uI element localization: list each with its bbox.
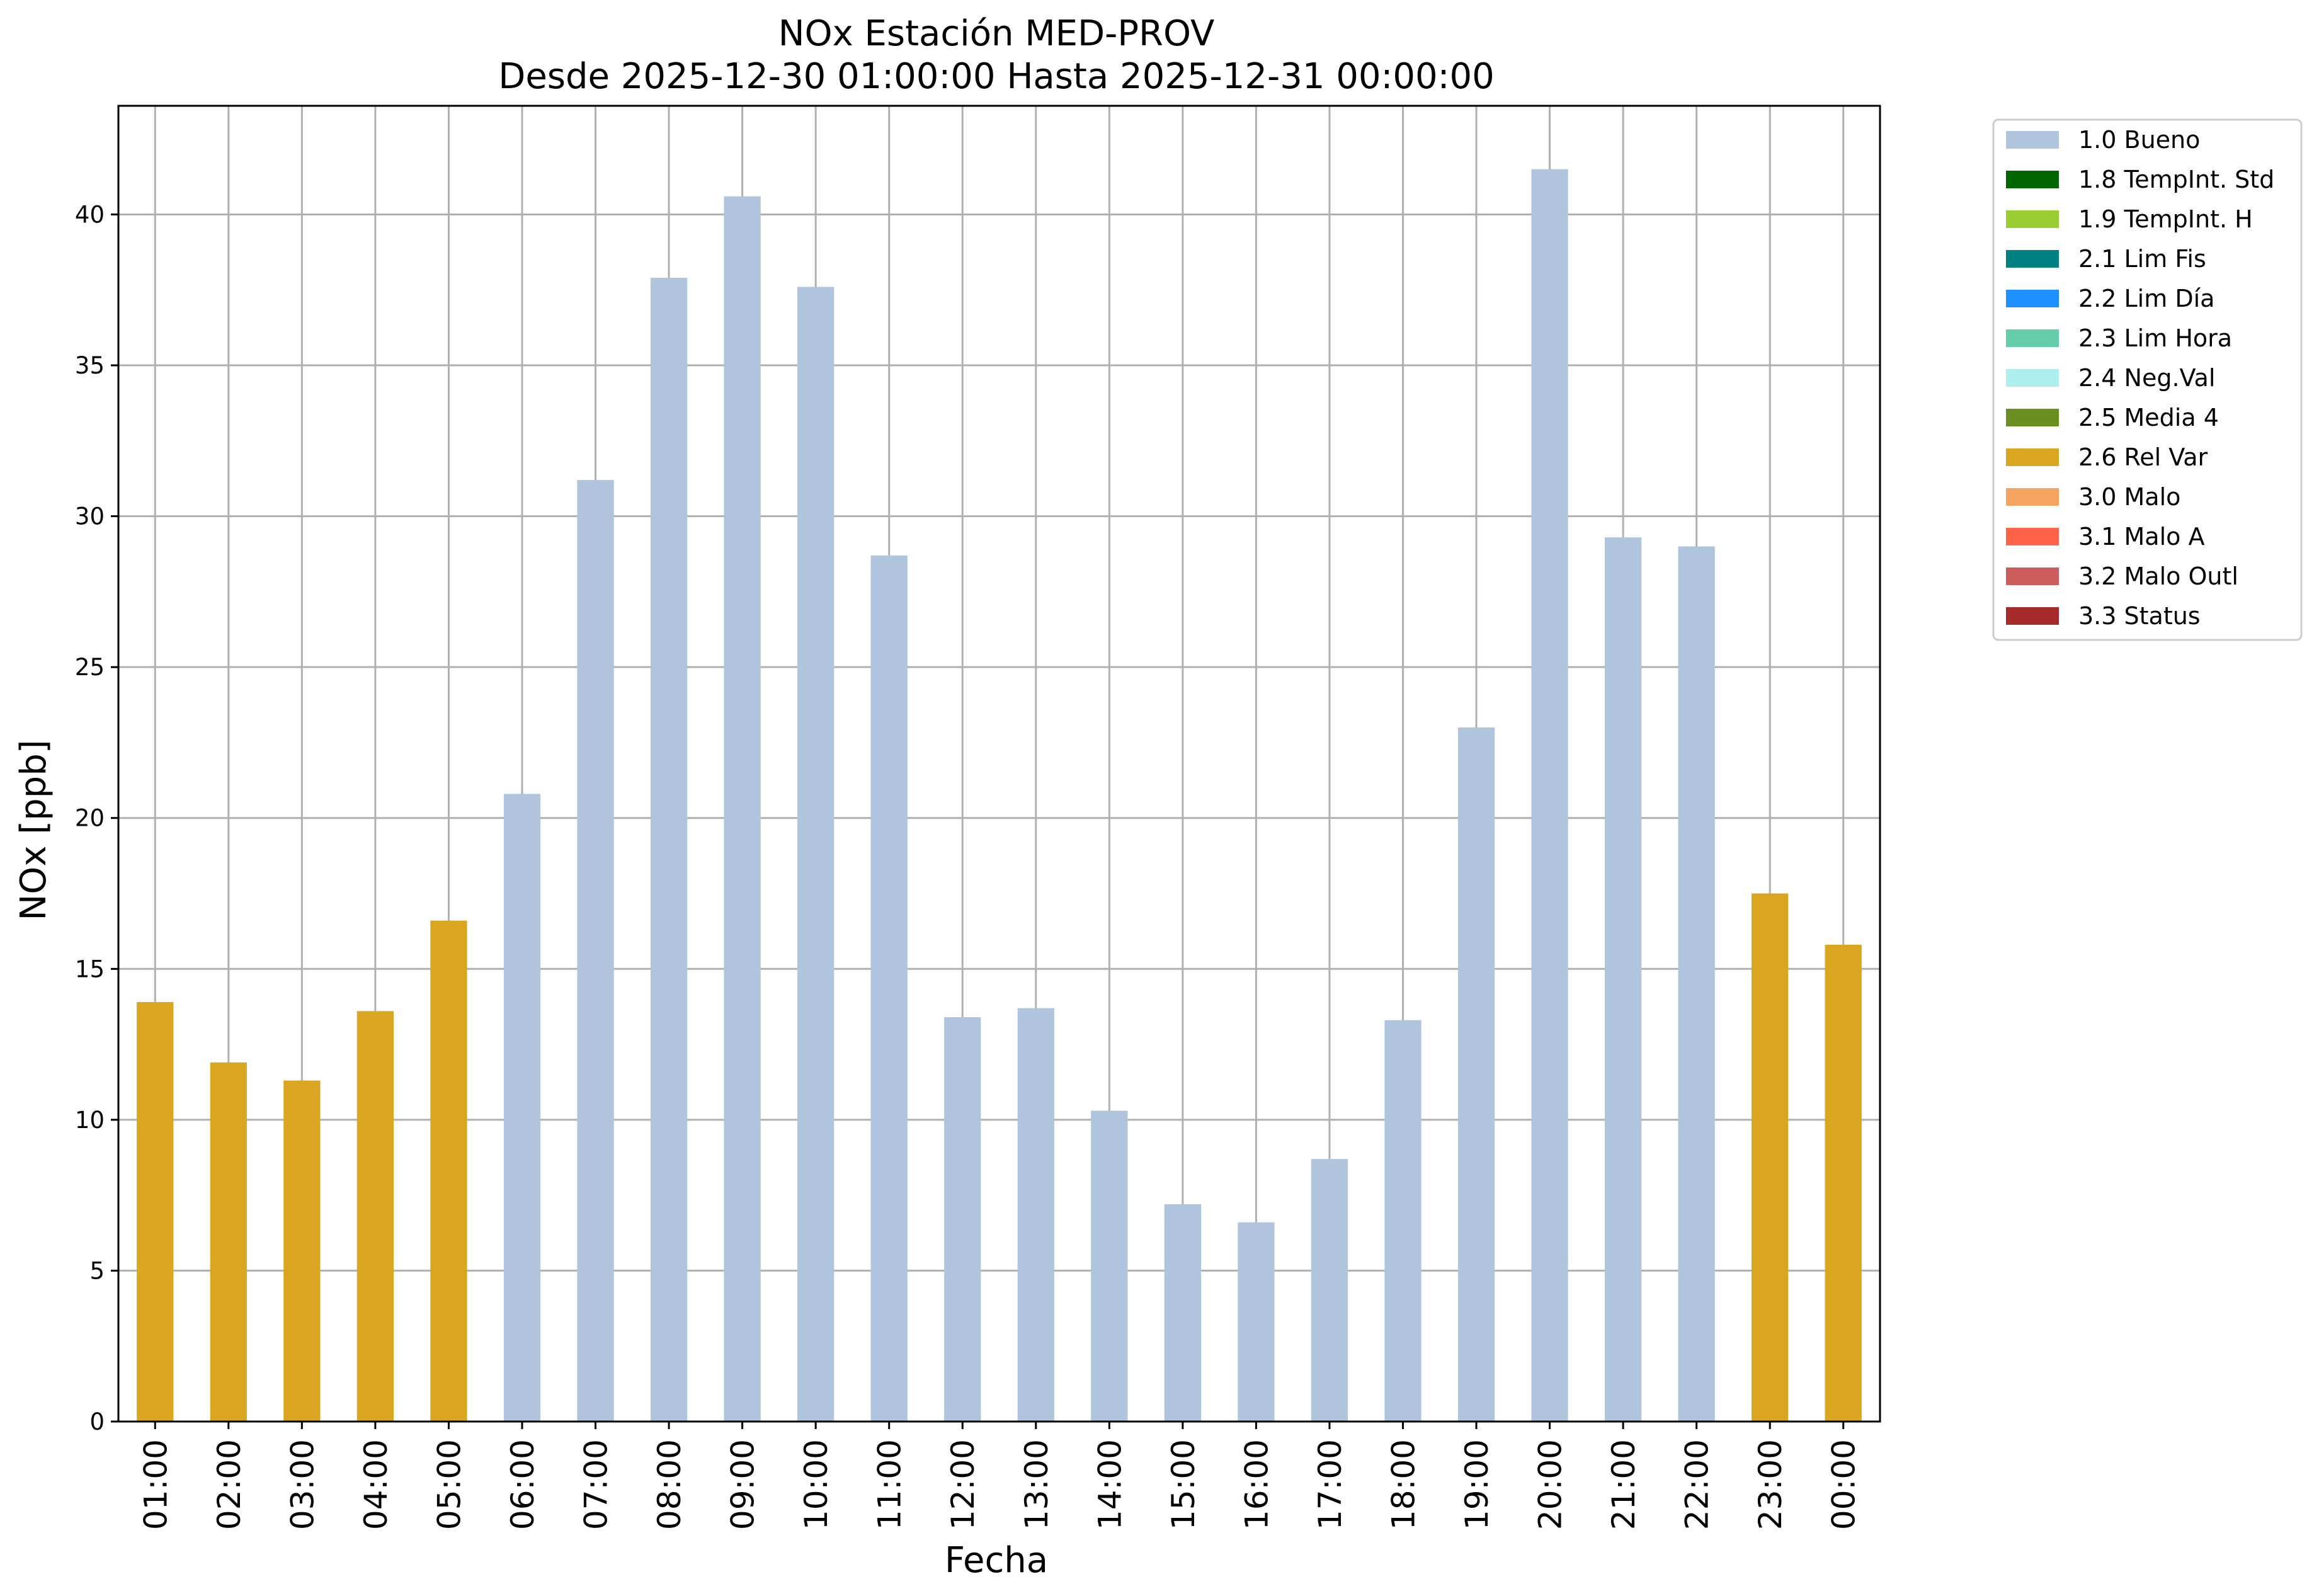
y-tick-label: 5: [89, 1257, 105, 1284]
legend-label: 1.0 Bueno: [2078, 126, 2200, 154]
legend-label: 3.3 Status: [2078, 602, 2201, 630]
y-tick-label: 35: [75, 352, 105, 379]
y-ticks: 0 5 10 15 20 25 30 35 40: [75, 201, 118, 1435]
x-tick-label: 18:00: [1385, 1439, 1422, 1530]
x-tick-label: 20:00: [1532, 1439, 1569, 1530]
legend-label: 1.9 TempInt. H: [2078, 205, 2253, 233]
x-tick-label: 16:00: [1238, 1439, 1275, 1530]
bar-0100: [137, 1002, 174, 1422]
bar-1100: [870, 555, 908, 1422]
legend-label: 3.2 Malo Outl: [2078, 562, 2238, 590]
x-tick-label: 23:00: [1752, 1439, 1789, 1530]
y-tick-label: 40: [75, 201, 105, 228]
x-tick-label: 12:00: [945, 1439, 981, 1530]
bar-0700: [577, 480, 614, 1422]
legend-label: 2.4 Neg.Val: [2078, 364, 2215, 392]
x-tick-label: 03:00: [284, 1439, 321, 1530]
bar-2000: [1531, 169, 1568, 1422]
x-tick-label: 15:00: [1165, 1439, 1202, 1530]
legend-swatch: [2006, 369, 2059, 387]
legend-label: 3.0 Malo: [2078, 483, 2180, 511]
y-tick-label: 25: [75, 654, 105, 681]
bar-1300: [1017, 1008, 1054, 1422]
bar-1000: [797, 287, 835, 1422]
bar-1400: [1091, 1110, 1128, 1422]
legend-swatch: [2006, 607, 2059, 625]
legend-label: 3.1 Malo A: [2078, 523, 2204, 550]
x-tick-label: 17:00: [1312, 1439, 1348, 1530]
y-tick-label: 0: [89, 1408, 105, 1435]
legend-swatch: [2006, 409, 2059, 426]
x-axis-label: Fecha: [945, 1540, 1048, 1581]
bar-1500: [1164, 1204, 1201, 1422]
legend-swatch: [2006, 448, 2059, 466]
legend-label: 2.1 Lim Fis: [2078, 245, 2206, 273]
x-tick-label: 07:00: [578, 1439, 615, 1530]
x-tick-label: 09:00: [725, 1439, 761, 1530]
legend-swatch: [2006, 131, 2059, 149]
bar-0000: [1825, 944, 1862, 1422]
y-tick-label: 20: [75, 805, 105, 832]
bar-1200: [944, 1017, 981, 1422]
x-tick-label: 11:00: [872, 1439, 908, 1530]
y-axis-label: NOx [ppb]: [13, 739, 54, 920]
y-tick-label: 15: [75, 955, 105, 983]
legend-swatch: [2006, 488, 2059, 506]
x-tick-label: 08:00: [651, 1439, 688, 1530]
x-tick-label: 05:00: [431, 1439, 467, 1530]
legend-label: 2.5 Media 4: [2078, 404, 2219, 431]
chart-title: NOx Estación MED-PROV: [778, 13, 1215, 54]
bar-0300: [283, 1080, 321, 1422]
legend-swatch: [2006, 329, 2059, 347]
y-tick-label: 30: [75, 503, 105, 530]
bar-2100: [1604, 537, 1642, 1422]
legend-swatch: [2006, 567, 2059, 585]
x-tick-label: 00:00: [1826, 1439, 1862, 1530]
bars: [137, 169, 1862, 1422]
bar-0900: [724, 196, 761, 1422]
bar-1700: [1311, 1159, 1348, 1422]
x-tick-label: 14:00: [1091, 1439, 1128, 1530]
bar-0600: [503, 794, 541, 1422]
legend-swatch: [2006, 171, 2059, 188]
y-tick-label: 10: [75, 1107, 105, 1134]
bar-0800: [650, 278, 688, 1422]
legend-label: 1.8 TempInt. Std: [2078, 166, 2274, 193]
x-tick-label: 21:00: [1605, 1439, 1642, 1530]
legend-swatch: [2006, 528, 2059, 545]
x-ticks: 01:00 02:00 03:00 04:00 05:00 06:00 07:00 08:00…: [137, 1422, 1862, 1530]
x-tick-label: 22:00: [1679, 1439, 1716, 1530]
plot-frame: [117, 105, 1881, 1423]
legend-swatch: [2006, 210, 2059, 228]
bar-0200: [210, 1062, 247, 1422]
legend-label: 2.2 Lim Día: [2078, 285, 2214, 312]
bar-0400: [356, 1011, 394, 1422]
x-tick-label: 10:00: [798, 1439, 835, 1530]
legend-box: [1992, 118, 2303, 641]
legend-label: 2.3 Lim Hora: [2078, 324, 2232, 352]
legend-label: 2.6 Rel Var: [2078, 443, 2208, 471]
bar-1800: [1384, 1020, 1422, 1422]
legend: 1.0 Bueno 1.8 TempInt. Std 1.9 TempInt. H 2…: [1992, 118, 2303, 641]
legend-swatch: [2006, 250, 2059, 268]
bar-2300: [1752, 893, 1789, 1422]
bar-1600: [1238, 1222, 1275, 1422]
x-tick-label: 04:00: [358, 1439, 394, 1530]
bar-1900: [1457, 727, 1495, 1422]
x-tick-label: 13:00: [1018, 1439, 1055, 1530]
bar-2200: [1678, 546, 1715, 1422]
x-tick-label: 06:00: [504, 1439, 541, 1530]
x-tick-label: 01:00: [137, 1439, 174, 1530]
chart-subtitle: Desde 2025-12-30 01:00:00 Hasta 2025-12-…: [498, 56, 1495, 97]
x-tick-label: 19:00: [1459, 1439, 1495, 1530]
legend-swatch: [2006, 290, 2059, 307]
x-tick-label: 02:00: [211, 1439, 248, 1530]
bar-0500: [430, 920, 467, 1422]
